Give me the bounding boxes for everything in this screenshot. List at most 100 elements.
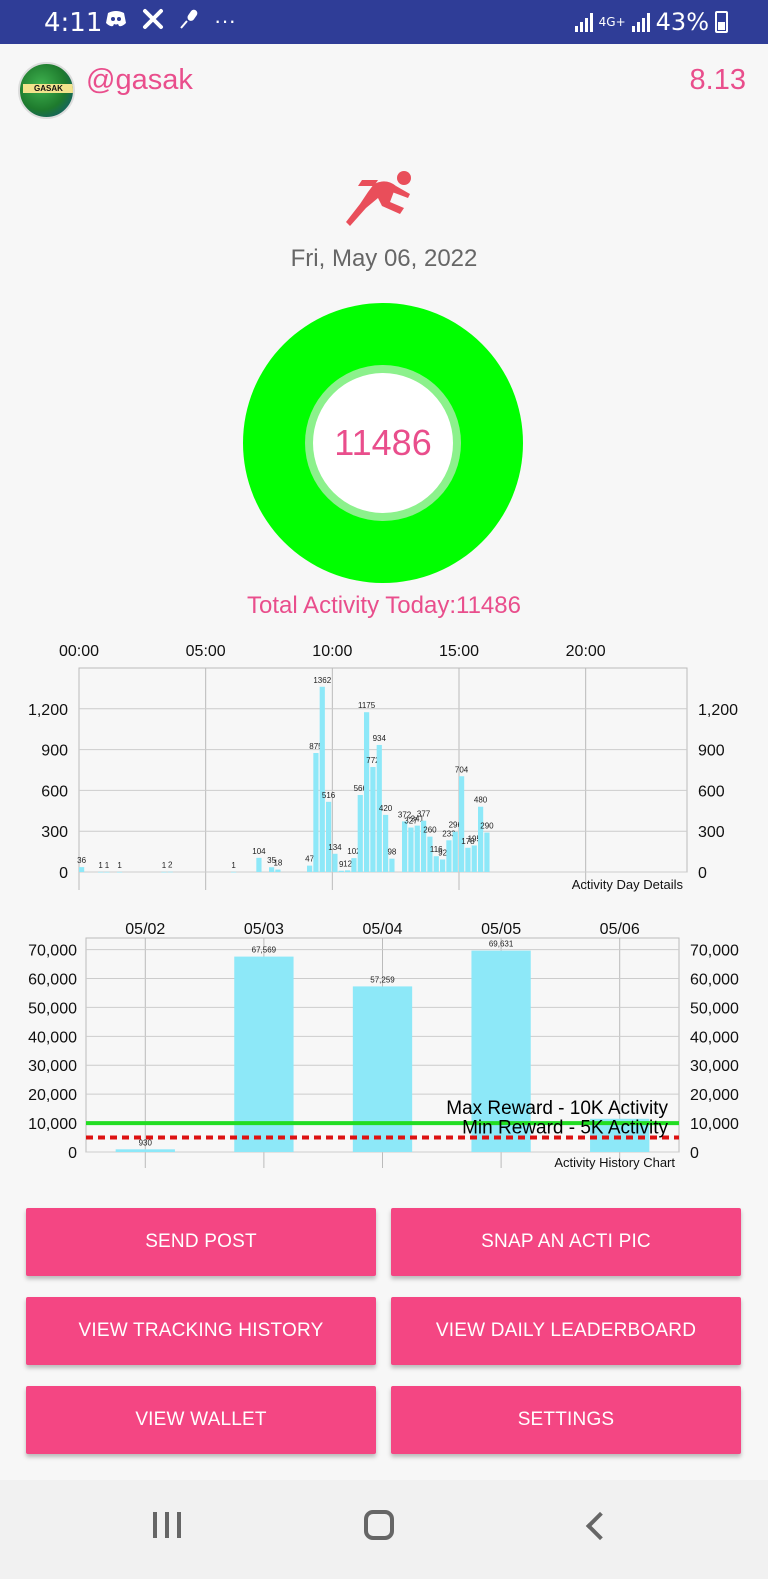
y-tick-label-right: 60,000	[690, 971, 739, 988]
x-tick-label: 15:00	[439, 643, 479, 660]
home-icon[interactable]	[364, 1510, 394, 1540]
bar-value-label: 98	[387, 848, 396, 857]
bar	[357, 795, 363, 872]
bar	[231, 871, 237, 873]
bar	[79, 867, 85, 872]
balance: 8.13	[689, 64, 746, 96]
bar	[338, 870, 344, 872]
bar-value-label: 1	[105, 861, 110, 870]
y-tick-label-left: 40,000	[28, 1029, 77, 1046]
y-tick-label-right: 30,000	[690, 1058, 739, 1075]
bar	[471, 950, 531, 1152]
y-tick-label-right: 50,000	[690, 1000, 739, 1017]
bar	[345, 870, 351, 872]
bar	[427, 836, 433, 872]
history-activity-chart-svg: 05/02 05/03 05/04 05/05 05/06 0 0 10,000 10,000 2…	[28, 921, 739, 1170]
y-tick-label-left: 0	[68, 1145, 77, 1162]
tools-icon	[142, 8, 164, 36]
bar-value-label: 566	[354, 784, 368, 793]
y-tick-label-left: 300	[41, 824, 68, 841]
bar	[167, 871, 173, 873]
x-tick-label: 10:00	[312, 643, 352, 660]
bar-value-label: 57,259	[370, 975, 395, 984]
bar-value-label: 36	[77, 856, 86, 865]
bar	[421, 820, 427, 872]
bar-value-label: 2	[168, 861, 173, 870]
bar-value-label: 341	[411, 815, 425, 824]
view-wallet-button[interactable]: VIEW WALLET	[26, 1386, 376, 1454]
bar-value-label: 875	[309, 742, 323, 751]
bar-value-label: 420	[379, 804, 393, 813]
chart-caption: Activity History Chart	[554, 1155, 675, 1170]
recent-apps-icon[interactable]	[153, 1512, 181, 1538]
bar	[465, 847, 471, 872]
bar	[459, 776, 465, 872]
bar-value-label: 516	[322, 791, 336, 800]
y-tick-label-left: 900	[41, 743, 68, 760]
x-tick-label: 05/03	[244, 921, 284, 938]
y-tick-label-right: 70,000	[690, 943, 739, 960]
bar-value-label: 195	[468, 834, 482, 843]
bar-value-label: 1	[117, 861, 122, 870]
send-post-button[interactable]: SEND POST	[26, 1208, 376, 1276]
bar-value-label: 69,631	[489, 940, 514, 949]
bar-value-label: 480	[474, 796, 488, 805]
x-tick-label: 20:00	[566, 643, 606, 660]
discord-icon	[104, 8, 128, 36]
y-tick-label-right: 0	[690, 1145, 699, 1162]
view-daily-leaderboard-button[interactable]: VIEW DAILY LEADERBOARD	[391, 1297, 741, 1365]
bar-value-label: 178	[461, 837, 475, 846]
status-icons-left: ···	[104, 8, 236, 36]
status-time: 4:11	[44, 8, 103, 38]
bar-value-label: 12	[343, 859, 352, 868]
y-tick-label-right: 20,000	[690, 1087, 739, 1104]
view-tracking-history-button[interactable]: VIEW TRACKING HISTORY	[26, 1297, 376, 1365]
x-tick-label: 00:00	[59, 643, 99, 660]
y-tick-label-left: 70,000	[28, 943, 77, 960]
y-tick-label-left: 10,000	[28, 1116, 77, 1133]
bar	[452, 831, 458, 872]
back-icon[interactable]	[585, 1511, 615, 1541]
bar-value-label: 260	[423, 826, 437, 835]
username[interactable]: @gasak	[86, 64, 193, 96]
bar-value-label: 134	[328, 843, 342, 852]
x-tick-label: 05/02	[125, 921, 165, 938]
bar-value-label: 116	[430, 845, 443, 854]
total-activity-label: Total Activity Today:11486	[247, 592, 521, 619]
battery-icon	[715, 11, 728, 33]
bar	[370, 767, 376, 872]
settings-button[interactable]: SETTINGS	[391, 1386, 741, 1454]
bar-value-label: 290	[480, 822, 494, 831]
profile-header: GASAK @gasak 8.13	[0, 44, 768, 124]
system-nav-bar	[0, 1480, 768, 1579]
avatar[interactable]: GASAK	[18, 62, 75, 119]
bar	[256, 857, 262, 872]
y-tick-label-right: 1,200	[698, 702, 738, 719]
bar	[446, 840, 452, 872]
battery-percent: 43%	[655, 8, 709, 36]
day-activity-chart: 00:00 05:00 10:00 15:00 20:00 0 0 300 300 600 600 9…	[0, 632, 768, 894]
y-tick-label-left: 20,000	[28, 1087, 77, 1104]
bar-value-label: 102	[347, 847, 361, 856]
bar	[161, 871, 167, 873]
day-activity-chart-svg: 00:00 05:00 10:00 15:00 20:00 0 0 300 300 600 600 9…	[28, 643, 738, 892]
y-tick-label-left: 50,000	[28, 1000, 77, 1017]
y-tick-label-left: 1,200	[28, 702, 68, 719]
snap-pic-button[interactable]: SNAP AN ACTI PIC	[391, 1208, 741, 1276]
status-icons-right: 4G+ 43%	[574, 8, 728, 36]
bar	[319, 686, 325, 872]
y-tick-label-right: 40,000	[690, 1029, 739, 1046]
bar-value-label: 1362	[313, 676, 331, 685]
signal-icon	[574, 12, 593, 32]
bar	[307, 865, 313, 872]
bar	[376, 744, 382, 872]
bar	[478, 806, 484, 872]
bar	[383, 814, 389, 872]
signal-icon-2	[631, 12, 650, 32]
y-tick-label-left: 600	[41, 783, 68, 800]
bar	[440, 859, 446, 872]
chart-caption: Activity Day Details	[572, 877, 684, 892]
status-bar: 4:11 ··· 4G+ 43%	[0, 0, 768, 44]
bar-value-label: 47	[305, 855, 314, 864]
max-reward-label: Max Reward - 10K Activity	[446, 1098, 668, 1119]
